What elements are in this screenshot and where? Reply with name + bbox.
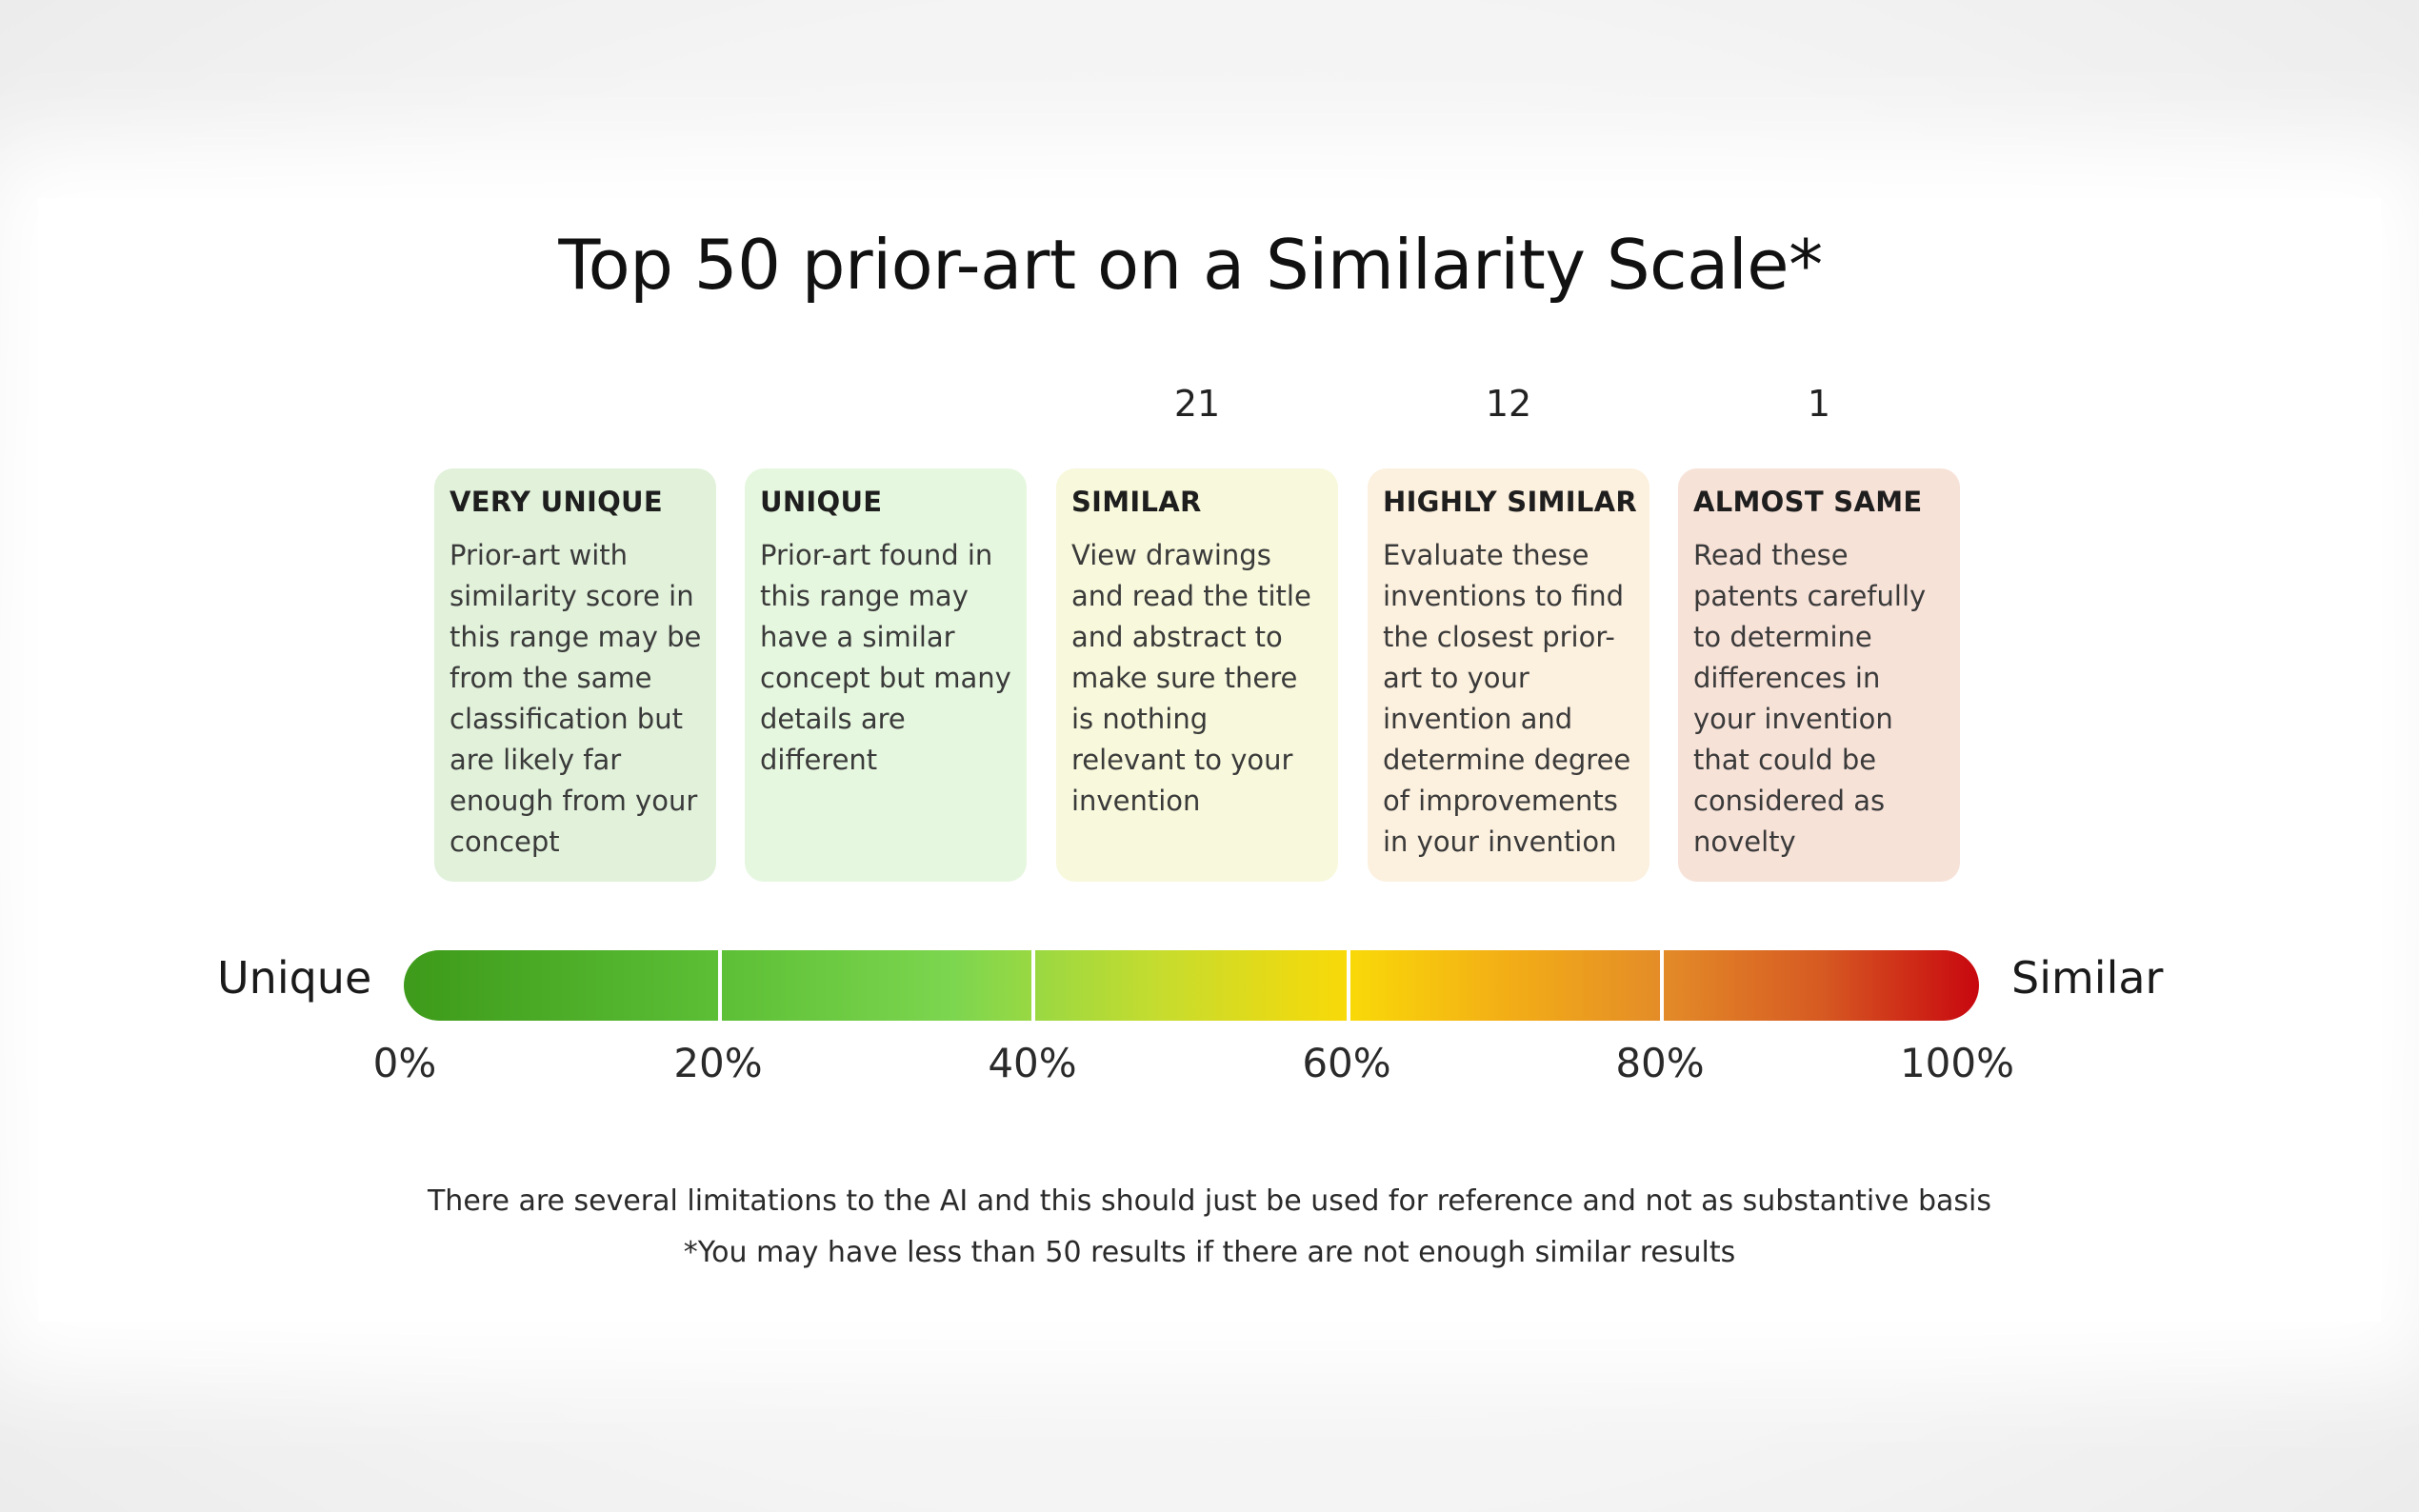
card-description: Prior-art with similarity score in this … — [450, 539, 702, 858]
scale-divider-40 — [1031, 950, 1035, 1021]
tick-label-0: 0% — [372, 1040, 437, 1086]
card-description: Evaluate these inventions to find the cl… — [1383, 539, 1631, 858]
card-description: Prior-art found in this range may have a… — [760, 539, 1011, 776]
card-description: Read these patents carefully to determin… — [1693, 539, 1927, 858]
tick-label-80: 80% — [1615, 1040, 1705, 1086]
count-highly-similar: 12 — [1485, 383, 1532, 425]
card-heading: SIMILAR — [1071, 486, 1202, 518]
tick-label-40: 40% — [988, 1040, 1077, 1086]
scale-left-label: Unique — [217, 952, 372, 1004]
card-heading: ALMOST SAME — [1693, 486, 1923, 518]
chart-title: Top 50 prior-art on a Similarity Scale* — [558, 225, 1823, 305]
card-description: View drawings and read the title and abs… — [1071, 539, 1311, 817]
scale-divider-80 — [1660, 950, 1664, 1021]
card-heading: HIGHLY SIMILAR — [1383, 486, 1637, 518]
category-card-similar: SIMILAR View drawings and read the title… — [1056, 468, 1338, 882]
results-footnote: *You may have less than 50 results if th… — [683, 1236, 1736, 1269]
count-similar: 21 — [1173, 383, 1221, 425]
category-card-unique: UNIQUE Prior-art found in this range may… — [745, 468, 1027, 882]
category-card-very-unique: VERY UNIQUE Prior-art with similarity sc… — [434, 468, 716, 882]
scale-divider-20 — [718, 950, 722, 1021]
disclaimer-note: There are several limitations to the AI … — [427, 1184, 1992, 1218]
tick-label-60: 60% — [1302, 1040, 1391, 1086]
category-card-highly-similar: HIGHLY SIMILAR Evaluate these inventions… — [1368, 468, 1649, 882]
card-heading: VERY UNIQUE — [450, 486, 664, 518]
tick-label-100: 100% — [1899, 1040, 2015, 1086]
card-heading: UNIQUE — [760, 486, 883, 518]
category-card-almost-same: ALMOST SAME Read these patents carefully… — [1678, 468, 1960, 882]
scale-right-label: Similar — [2011, 952, 2164, 1004]
count-almost-same: 1 — [1807, 383, 1831, 425]
tick-label-20: 20% — [673, 1040, 763, 1086]
scale-divider-60 — [1347, 950, 1350, 1021]
similarity-gradient-bar — [404, 950, 1979, 1021]
